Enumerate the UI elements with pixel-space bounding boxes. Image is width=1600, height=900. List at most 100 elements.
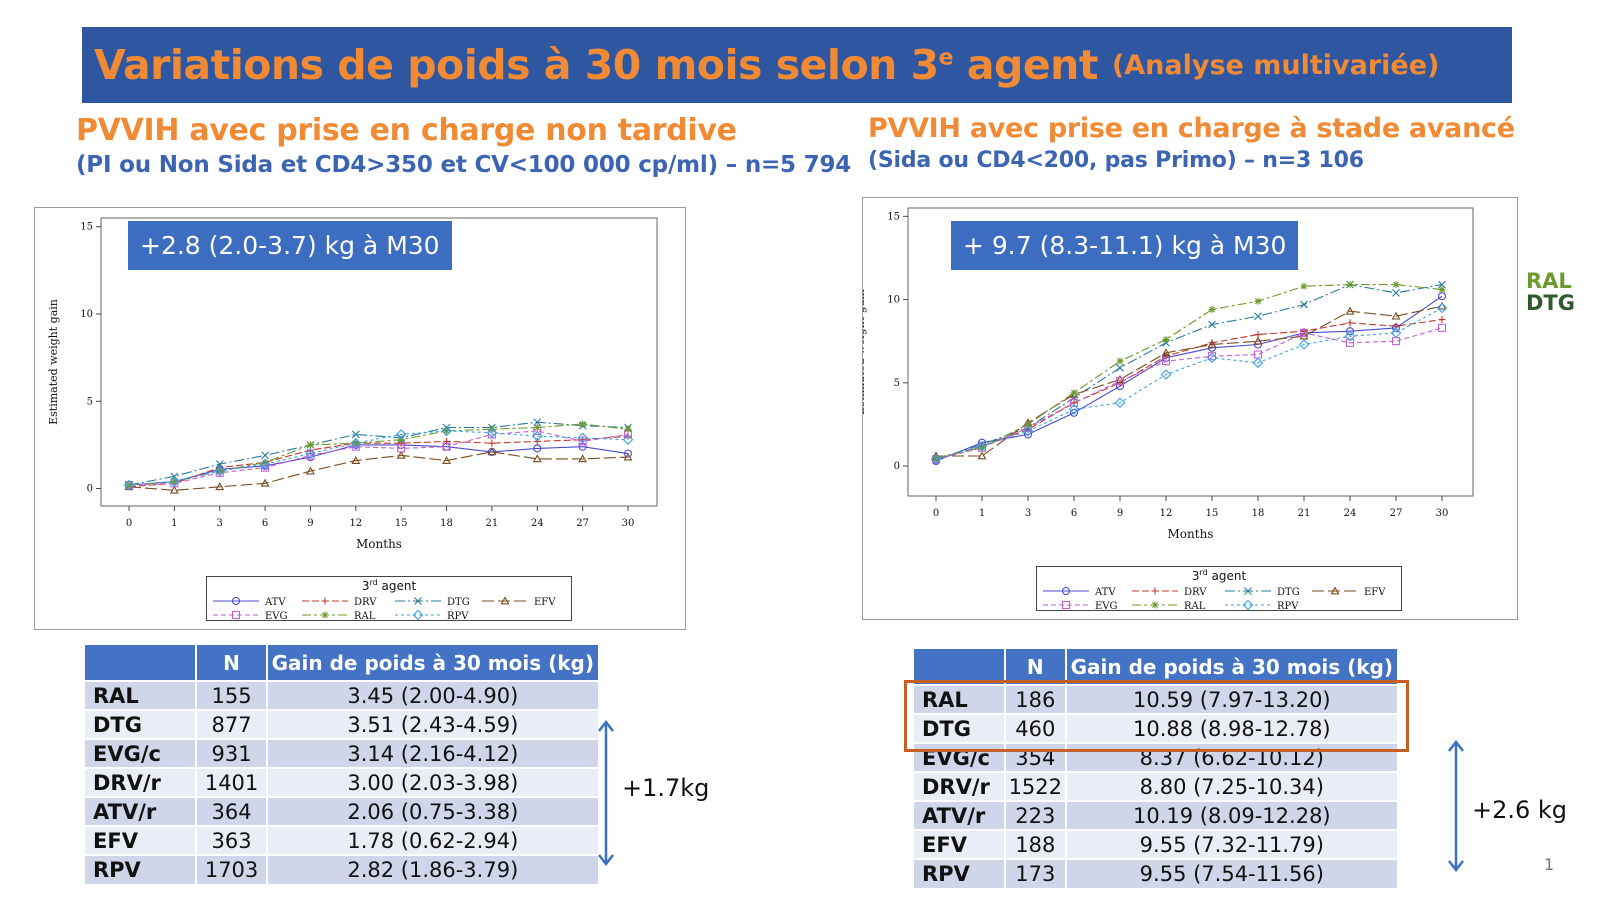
left-heading: PVVIH avec prise en charge non tardive (… [76,113,851,178]
legend-marker-rpv [1242,599,1254,611]
y-tick-label: 0 [894,461,900,472]
data-point-efv [396,450,406,459]
x-tick-label: 27 [576,518,589,529]
cell-gain: 3.14 (2.16-4.12) [266,738,601,768]
right-table: N Gain de poids à 30 mois (kg) RAL 186 10.… [914,649,1400,888]
data-point-ral [443,427,451,435]
legend-entry-ral: RAL [1184,601,1206,612]
right-heading: PVVIH avec prise en charge à stade avanc… [868,113,1515,173]
data-point-rpv [1068,404,1080,415]
legend-marker-dtg [414,597,422,605]
data-point-ral [978,444,986,452]
data-point-evg [1069,398,1079,407]
legend-entry-atv: ATV [264,597,286,608]
cell-gain: 1.78 (0.62-2.94) [266,825,601,855]
x-tick-label: 21 [486,518,499,529]
data-point-dtg [1208,320,1216,329]
legend-marker-evg [231,610,241,620]
legend-entry-ral: RAL [354,611,376,622]
right-chart: 0 5 10 15 0 1 3 6 9 12 15 18 21 24 27 30 Months Estimated… [862,197,1518,620]
data-point-evg [578,437,587,446]
y-tick-label: 0 [87,484,93,495]
legend-marker-atv [1061,586,1071,596]
x-tick-label: 12 [349,518,362,529]
data-point-rpv [1160,369,1172,380]
data-point-dtg [215,460,224,468]
x-tick-label: 27 [1390,508,1403,519]
legend-marker-efv [500,596,510,605]
data-point-rpv [395,429,407,440]
y-axis-label: Estimated weight gain [47,299,60,425]
data-point-drv [488,439,496,447]
cell-agent: ATV/r [914,800,1006,830]
data-point-efv [532,454,542,463]
right-range-label: +2.6 kg [1472,796,1568,824]
x-tick-label: 0 [933,508,939,519]
cell-gain: 9.55 (7.32-11.79) [1065,829,1400,859]
data-point-rpv [531,430,543,442]
series-line-evg [128,430,629,486]
data-point-rpv [259,458,271,470]
data-point-evg [1115,377,1125,386]
series-line-dtg [935,284,1443,460]
cell-agent: ATV/r [85,796,198,826]
data-point-rpv [1390,327,1402,339]
col-header-n: N [196,645,268,681]
data-point-evg [1299,328,1309,337]
cell-n: 364 [196,796,268,826]
data-point-ral [1024,420,1032,428]
data-point-rpv [305,448,316,459]
series-line-drv [935,318,1443,460]
legend-entry-drv: DRV [354,597,377,608]
cell-n: 173 [1004,858,1067,888]
data-point-efv [623,452,633,461]
col-header-agent [85,645,198,681]
data-point-rpv [350,437,362,449]
data-point-evg [1345,338,1355,347]
cell-n: 877 [196,709,268,739]
legend-marker-evg [1061,600,1071,610]
data-point-evg [1437,323,1447,332]
y-tick-label: 15 [80,222,93,233]
left-legend-svg: ATV DRV DTG EFV EVG RAL RPV [213,596,556,622]
table-row: RPV 173 9.55 (7.54-11.56) [914,858,1400,888]
cell-n: 460 [1004,713,1067,743]
data-point-rpv [1298,339,1310,350]
cell-agent: RPV [914,858,1006,888]
cell-agent: EFV [85,825,198,855]
data-point-ral [1254,297,1262,305]
data-point-drv [624,432,632,440]
x-tick-label: 9 [307,518,313,529]
cell-agent: RAL [914,684,1006,714]
legend-entry-efv: EFV [1364,587,1386,598]
cell-agent: EVG/c [85,738,198,768]
data-point-dtg [1254,312,1262,321]
data-point-ral [488,425,496,433]
x-tick-label: 1 [979,508,985,519]
data-point-efv [1345,306,1355,315]
left-table: N Gain de poids à 30 mois (kg) RAL 155 3.4… [85,645,601,884]
cell-gain: 3.45 (2.00-4.90) [266,680,601,710]
table-row: DRV/r 1401 3.00 (2.03-3.98) [85,767,601,797]
x-tick-label: 12 [1160,508,1173,519]
data-point-evg [397,444,406,453]
cell-n: 1703 [196,854,268,884]
data-point-efv [1253,336,1263,345]
legend-entry-dtg: DTG [1277,587,1300,598]
x-tick-label: 15 [395,518,408,529]
cell-agent: DRV/r [85,767,198,797]
legend-entry-dtg: DTG [447,597,470,608]
left-heading-title: PVVIH avec prise en charge non tardive [76,113,737,148]
data-point-dtg [1300,300,1308,309]
cell-gain: 3.51 (2.43-4.59) [266,709,601,739]
cell-n: 1522 [1004,771,1067,801]
x-tick-label: 9 [1117,508,1123,519]
data-point-rpv [441,425,452,437]
cell-agent: DRV/r [914,771,1006,801]
data-point-rpv [123,479,135,491]
legend-entry-rpv: RPV [447,611,469,622]
cell-n: 931 [196,738,268,768]
cell-n: 1401 [196,767,268,797]
x-axis-label: Months [1168,527,1214,541]
table-row: ATV/r 223 10.19 (8.09-12.28) [914,800,1400,830]
